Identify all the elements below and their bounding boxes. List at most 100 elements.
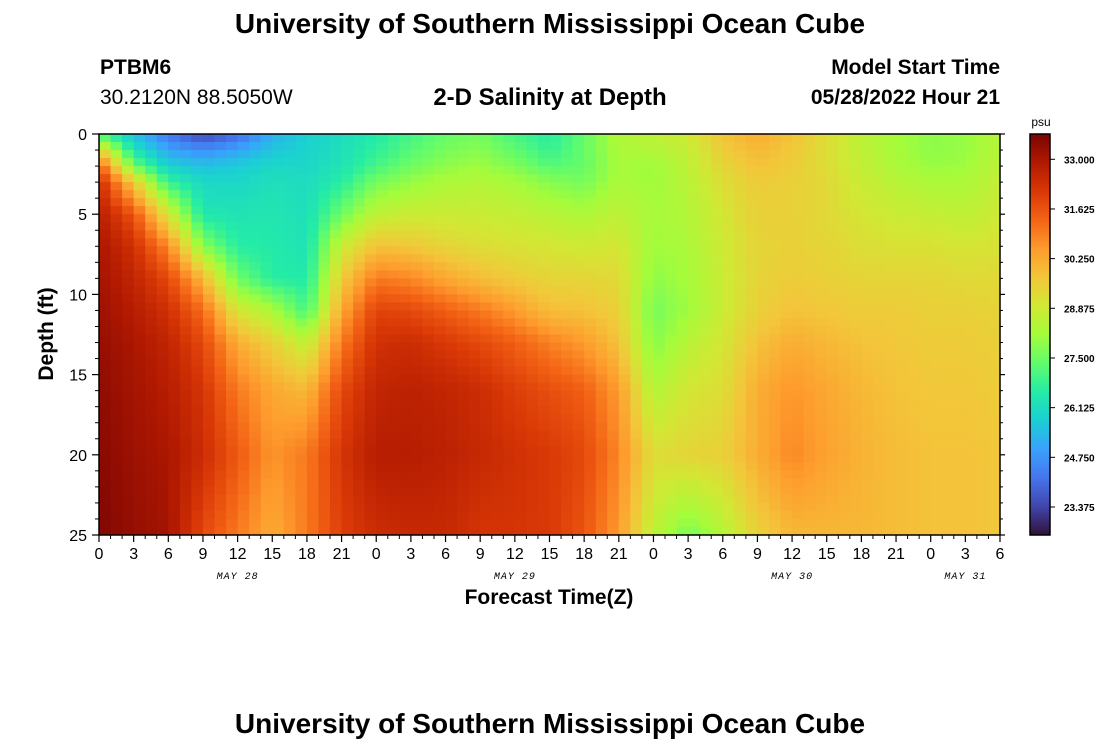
heatmap-cell xyxy=(202,502,216,512)
heatmap-cell xyxy=(815,286,828,295)
heatmap-cell xyxy=(757,286,770,295)
heatmap-cell xyxy=(503,422,516,432)
heatmap-cell xyxy=(457,302,470,312)
heatmap-cell xyxy=(468,398,481,408)
heatmap-cell xyxy=(803,294,816,304)
heatmap-cell xyxy=(653,286,666,295)
heatmap-cell xyxy=(410,278,424,287)
heatmap-cell xyxy=(630,166,643,175)
heatmap-cell xyxy=(745,462,759,472)
heatmap-cell xyxy=(930,366,943,376)
heatmap-cell xyxy=(179,334,193,344)
heatmap-cell xyxy=(595,326,608,336)
heatmap-cell xyxy=(168,302,181,312)
heatmap-cell xyxy=(803,462,816,472)
heatmap-cell xyxy=(722,422,735,432)
heatmap-cell xyxy=(792,382,805,392)
heatmap-cell xyxy=(676,334,689,344)
heatmap-cell xyxy=(272,230,285,239)
heatmap-cell xyxy=(445,158,458,167)
heatmap-cell xyxy=(237,462,250,472)
heatmap-cell xyxy=(572,486,585,496)
heatmap-cell xyxy=(387,334,400,344)
heatmap-cell xyxy=(526,342,539,352)
heatmap-cell xyxy=(237,262,250,271)
heatmap-cell xyxy=(549,134,562,143)
heatmap-cell xyxy=(480,462,493,472)
heatmap-cell xyxy=(826,198,839,207)
heatmap-cell xyxy=(607,462,620,472)
heatmap-cell xyxy=(422,286,435,295)
heatmap-cell xyxy=(849,454,862,464)
heatmap-cell xyxy=(861,214,874,223)
footer-title: University of Southern Mississippi Ocean… xyxy=(234,708,866,739)
heatmap-cell xyxy=(99,190,112,199)
heatmap-cell xyxy=(641,406,655,416)
heatmap-cell xyxy=(549,254,562,263)
heatmap-cell xyxy=(884,182,897,191)
heatmap-cell xyxy=(872,390,886,400)
heatmap-cell xyxy=(399,294,412,304)
heatmap-cell xyxy=(99,374,112,384)
heatmap-cell xyxy=(457,134,470,143)
heatmap-cell xyxy=(387,358,400,368)
heatmap-cell xyxy=(665,342,678,352)
x-tick-label: 6 xyxy=(996,546,1005,563)
heatmap-cell xyxy=(803,350,816,360)
heatmap-cell xyxy=(283,422,296,432)
heatmap-cell xyxy=(422,470,435,480)
heatmap-cell xyxy=(191,174,204,183)
heatmap-cell xyxy=(387,366,400,376)
heatmap-cell xyxy=(838,278,851,287)
heatmap-cell xyxy=(976,214,990,223)
heatmap-cell xyxy=(260,454,273,464)
heatmap-cell xyxy=(122,406,135,416)
heatmap-cell xyxy=(156,302,169,312)
heatmap-cell xyxy=(226,350,239,360)
heatmap-cell xyxy=(792,238,805,247)
heatmap-cell xyxy=(283,494,296,504)
heatmap-cell xyxy=(237,422,250,432)
heatmap-cell xyxy=(468,278,481,287)
heatmap-cell xyxy=(595,150,608,159)
heatmap-cell xyxy=(688,390,701,400)
heatmap-cell xyxy=(757,454,770,464)
heatmap-cell xyxy=(226,478,239,488)
heatmap-cell xyxy=(919,150,932,159)
heatmap-cell xyxy=(445,286,458,295)
heatmap-cell xyxy=(122,134,135,143)
heatmap-cell xyxy=(145,302,158,312)
heatmap-cell xyxy=(168,390,181,400)
heatmap-cell xyxy=(202,294,216,304)
heatmap-cell xyxy=(122,278,135,287)
heatmap-cell xyxy=(780,510,793,520)
heatmap-cell xyxy=(930,486,943,496)
heatmap-cell xyxy=(514,478,527,488)
heatmap-cell xyxy=(179,174,193,183)
heatmap-cell xyxy=(526,366,539,376)
heatmap-cell xyxy=(306,486,320,496)
heatmap-cell xyxy=(815,294,828,304)
heatmap-cell xyxy=(665,502,678,512)
heatmap-cell xyxy=(665,366,678,376)
x-tick-label: 21 xyxy=(610,546,628,563)
heatmap-cell xyxy=(861,350,874,360)
heatmap-cell xyxy=(722,238,735,247)
heatmap-cell xyxy=(191,502,204,512)
heatmap-cell xyxy=(433,406,447,416)
heatmap-cell xyxy=(353,150,366,159)
heatmap-cell xyxy=(133,454,146,464)
heatmap-cell xyxy=(179,150,193,159)
heatmap-cell xyxy=(249,222,262,231)
heatmap-cell xyxy=(595,430,608,440)
heatmap-cell xyxy=(433,478,447,488)
heatmap-cell xyxy=(641,262,655,271)
heatmap-cell xyxy=(422,358,435,368)
heatmap-cell xyxy=(191,198,204,207)
heatmap-cell xyxy=(491,390,504,400)
heatmap-cell xyxy=(641,478,655,488)
heatmap-cell xyxy=(272,310,285,320)
heatmap-cell xyxy=(549,278,562,287)
heatmap-cell xyxy=(445,198,458,207)
heatmap-cell xyxy=(849,510,862,520)
